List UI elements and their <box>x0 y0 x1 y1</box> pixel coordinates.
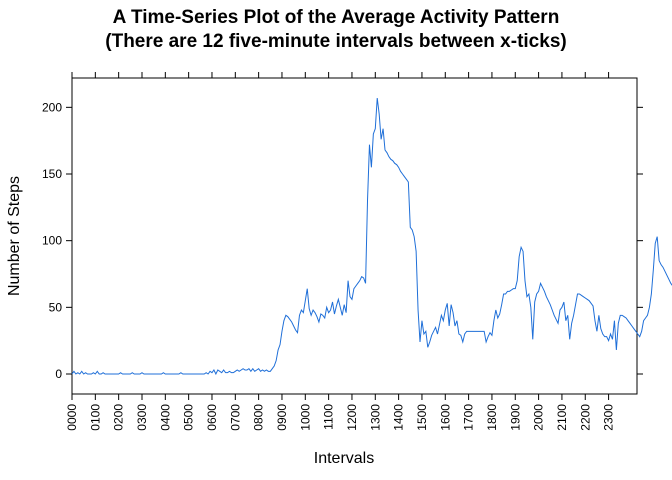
x-tick-label: 0700 <box>228 404 242 431</box>
y-tick-label: 0 <box>55 367 62 381</box>
x-tick-label: 0600 <box>205 404 219 431</box>
x-tick-label: 1400 <box>392 404 406 431</box>
series-line <box>71 97 672 376</box>
x-tick-label: 1600 <box>438 404 452 431</box>
x-tick-label: 2200 <box>578 404 592 431</box>
x-tick-label: 1000 <box>298 404 312 431</box>
x-tick-label: 0200 <box>112 404 126 431</box>
x-tick-label: 0800 <box>252 404 266 431</box>
y-tick-label: 200 <box>42 100 62 114</box>
x-tick-label: 1300 <box>368 404 382 431</box>
x-tick-label: 0300 <box>135 404 149 431</box>
x-tick-label: 1700 <box>462 404 476 431</box>
x-tick-label: 2100 <box>555 404 569 431</box>
chart-title-line-1: A Time-Series Plot of the Average Activi… <box>113 7 560 28</box>
y-tick-label: 100 <box>42 234 62 248</box>
x-axis-label: Intervals <box>314 450 374 467</box>
x-tick-label: 0000 <box>65 404 79 431</box>
x-tick-label: 1200 <box>345 404 359 431</box>
x-axis: 0000 0100 0200 0300 0400 0500 0600 0700 0800 0900… <box>65 72 616 431</box>
plot-frame <box>71 77 638 395</box>
chart-title-line-2: (There are 12 five-minute intervals betw… <box>105 31 566 52</box>
x-tick-label: 0400 <box>158 404 172 431</box>
x-tick-label: 1100 <box>322 404 336 430</box>
y-axis-label: Number of Steps <box>6 176 23 296</box>
x-tick-label: 0100 <box>88 404 102 431</box>
y-tick-label: 50 <box>49 300 63 314</box>
x-tick-label: 2300 <box>602 404 616 431</box>
x-tick-label: 2000 <box>532 404 546 431</box>
x-tick-label: 0500 <box>182 404 196 431</box>
x-tick-label: 1800 <box>485 404 499 431</box>
x-tick-label: 1500 <box>415 404 429 431</box>
x-tick-label: 0900 <box>275 404 289 431</box>
x-tick-label: 1900 <box>508 404 522 431</box>
y-tick-label: 150 <box>42 167 62 181</box>
y-axis: 0 50 100 150 200 <box>42 100 643 381</box>
